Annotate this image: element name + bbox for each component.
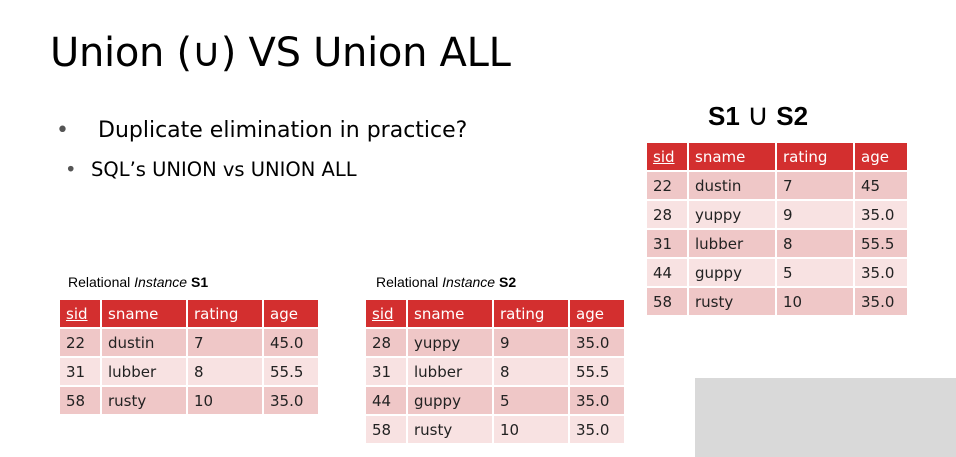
cell-rating: 5 xyxy=(494,387,568,414)
cell-rating: 9 xyxy=(777,201,853,228)
col-header-sname: sname xyxy=(102,300,186,327)
union-left: S1 xyxy=(708,101,740,131)
union-right: S2 xyxy=(776,101,809,131)
cell-sid: 58 xyxy=(647,288,687,315)
cell-age: 35.0 xyxy=(855,259,907,286)
cell-rating: 8 xyxy=(188,358,262,385)
cell-rating: 5 xyxy=(777,259,853,286)
cell-age: 35.0 xyxy=(570,387,624,414)
cell-age: 35.0 xyxy=(570,416,624,443)
cell-rating: 10 xyxy=(494,416,568,443)
cell-sid: 31 xyxy=(366,358,406,385)
s1-caption-name: S1 xyxy=(190,274,209,290)
table-row: 44 guppy 5 35.0 xyxy=(647,259,907,286)
col-header-rating: rating xyxy=(188,300,262,327)
cell-sname: guppy xyxy=(689,259,775,286)
cell-sname: lubber xyxy=(408,358,492,385)
cell-age: 55.5 xyxy=(570,358,624,385)
title-suffix: ) VS Union ALL xyxy=(220,30,511,76)
cell-sname: dustin xyxy=(689,172,775,199)
s2-caption-name: S2 xyxy=(498,274,517,290)
col-header-sid: sid xyxy=(366,300,406,327)
cell-sname: rusty xyxy=(408,416,492,443)
s1-caption: Relational Instance S1 xyxy=(68,274,208,290)
cell-sid: 58 xyxy=(60,387,100,414)
cell-age: 35.0 xyxy=(264,387,318,414)
table-row: 22 dustin 7 45 xyxy=(647,172,907,199)
table-row: 22 dustin 7 45.0 xyxy=(60,329,318,356)
table-row: 28 yuppy 9 35.0 xyxy=(647,201,907,228)
table-row: 31 lubber 8 55.5 xyxy=(647,230,907,257)
bullet-dot-icon: • xyxy=(65,158,77,181)
cell-sname: lubber xyxy=(102,358,186,385)
table-row: 58 rusty 10 35.0 xyxy=(366,416,624,443)
col-header-sid: sid xyxy=(647,143,687,170)
cell-sid: 28 xyxy=(366,329,406,356)
table-header-row: sid sname rating age xyxy=(366,300,624,327)
cell-rating: 10 xyxy=(777,288,853,315)
cell-rating: 8 xyxy=(777,230,853,257)
gray-placeholder-box xyxy=(695,378,956,457)
cell-sname: lubber xyxy=(689,230,775,257)
cell-sid: 22 xyxy=(647,172,687,199)
col-header-rating: rating xyxy=(494,300,568,327)
slide-title: Union (∪) VS Union ALL xyxy=(50,30,511,76)
cell-sname: rusty xyxy=(689,288,775,315)
table-header-row: sid sname rating age xyxy=(60,300,318,327)
union-symbol-icon: ∪ xyxy=(747,99,770,132)
table-row: 28 yuppy 9 35.0 xyxy=(366,329,624,356)
col-header-age: age xyxy=(570,300,624,327)
cell-sname: guppy xyxy=(408,387,492,414)
s2-table: sid sname rating age 28 yuppy 9 35.0 31 … xyxy=(364,298,626,445)
cell-age: 55.5 xyxy=(855,230,907,257)
union-table: sid sname rating age 22 dustin 7 45 28 y… xyxy=(645,141,909,317)
cell-sid: 44 xyxy=(366,387,406,414)
cell-sname: yuppy xyxy=(689,201,775,228)
cell-sid: 31 xyxy=(60,358,100,385)
cell-sid: 28 xyxy=(647,201,687,228)
bullet-dot-icon: • xyxy=(56,118,69,143)
table-header-row: sid sname rating age xyxy=(647,143,907,170)
col-header-sname: sname xyxy=(408,300,492,327)
cell-sid: 44 xyxy=(647,259,687,286)
s2-caption: Relational Instance S2 xyxy=(376,274,516,290)
cell-rating: 8 xyxy=(494,358,568,385)
s1-caption-prefix: Relational xyxy=(68,274,135,290)
table-row: 58 rusty 10 35.0 xyxy=(647,288,907,315)
table-row: 58 rusty 10 35.0 xyxy=(60,387,318,414)
cell-rating: 7 xyxy=(777,172,853,199)
s2-caption-italic: Instance xyxy=(442,274,496,290)
cell-sname: rusty xyxy=(102,387,186,414)
cell-rating: 7 xyxy=(188,329,262,356)
cell-sname: yuppy xyxy=(408,329,492,356)
cell-age: 55.5 xyxy=(264,358,318,385)
col-header-age: age xyxy=(855,143,907,170)
col-header-age: age xyxy=(264,300,318,327)
cell-age: 35.0 xyxy=(570,329,624,356)
s1-table: sid sname rating age 22 dustin 7 45.0 31… xyxy=(58,298,320,416)
title-prefix: Union ( xyxy=(50,30,192,76)
cell-age: 35.0 xyxy=(855,201,907,228)
table-row: 31 lubber 8 55.5 xyxy=(60,358,318,385)
table-row: 31 lubber 8 55.5 xyxy=(366,358,624,385)
cell-sid: 31 xyxy=(647,230,687,257)
cell-age: 35.0 xyxy=(855,288,907,315)
union-heading: S1 ∪ S2 xyxy=(708,98,808,133)
cell-sname: dustin xyxy=(102,329,186,356)
cell-rating: 10 xyxy=(188,387,262,414)
s1-caption-italic: Instance xyxy=(134,274,188,290)
cell-rating: 9 xyxy=(494,329,568,356)
cell-age: 45.0 xyxy=(264,329,318,356)
table-row: 44 guppy 5 35.0 xyxy=(366,387,624,414)
cell-sid: 22 xyxy=(60,329,100,356)
cell-age: 45 xyxy=(855,172,907,199)
union-symbol: ∪ xyxy=(191,30,221,76)
bullet-text: Duplicate elimination in practice? xyxy=(98,118,468,143)
cell-sid: 58 xyxy=(366,416,406,443)
s2-caption-prefix: Relational xyxy=(376,274,443,290)
bullet-text: SQL’s UNION vs UNION ALL xyxy=(91,158,357,181)
col-header-rating: rating xyxy=(777,143,853,170)
col-header-sname: sname xyxy=(689,143,775,170)
col-header-sid: sid xyxy=(60,300,100,327)
